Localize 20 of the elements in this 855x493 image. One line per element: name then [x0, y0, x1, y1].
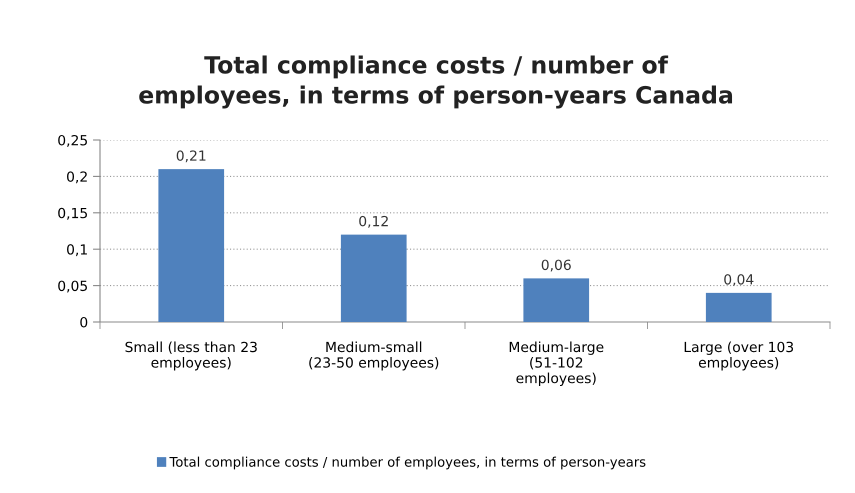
y-tick-label: 0,25 [58, 134, 87, 147]
data-label: 0,04 [724, 274, 754, 286]
x-tick-label: Large (over 103 employees) [684, 341, 794, 370]
bar [158, 169, 224, 322]
x-tick-label: Medium-large (51-102 employees) [510, 341, 604, 386]
x-tick-label: Small (less than 23 employees) [125, 341, 257, 370]
bar [706, 292, 772, 322]
y-tick-label: 0 [80, 316, 88, 328]
y-tick-label: 0,15 [58, 208, 87, 220]
data-label: 0,12 [359, 216, 388, 228]
y-tick-label: 0,1 [67, 244, 87, 256]
chart-title: Total compliance costs / number of employees, in terms of person-years Canada [139, 55, 732, 109]
y-tick-label: 0,2 [67, 171, 87, 184]
y-tick-label: 0,05 [58, 280, 87, 292]
data-label: 0,21 [176, 150, 206, 162]
bar [340, 234, 407, 322]
x-tick-label: Medium-small (23-50 employees) [309, 341, 438, 370]
bar [523, 278, 590, 322]
legend-label: Total compliance costs / number of employees, in terms of person-years [169, 456, 646, 470]
data-label: 0,06 [542, 260, 571, 272]
